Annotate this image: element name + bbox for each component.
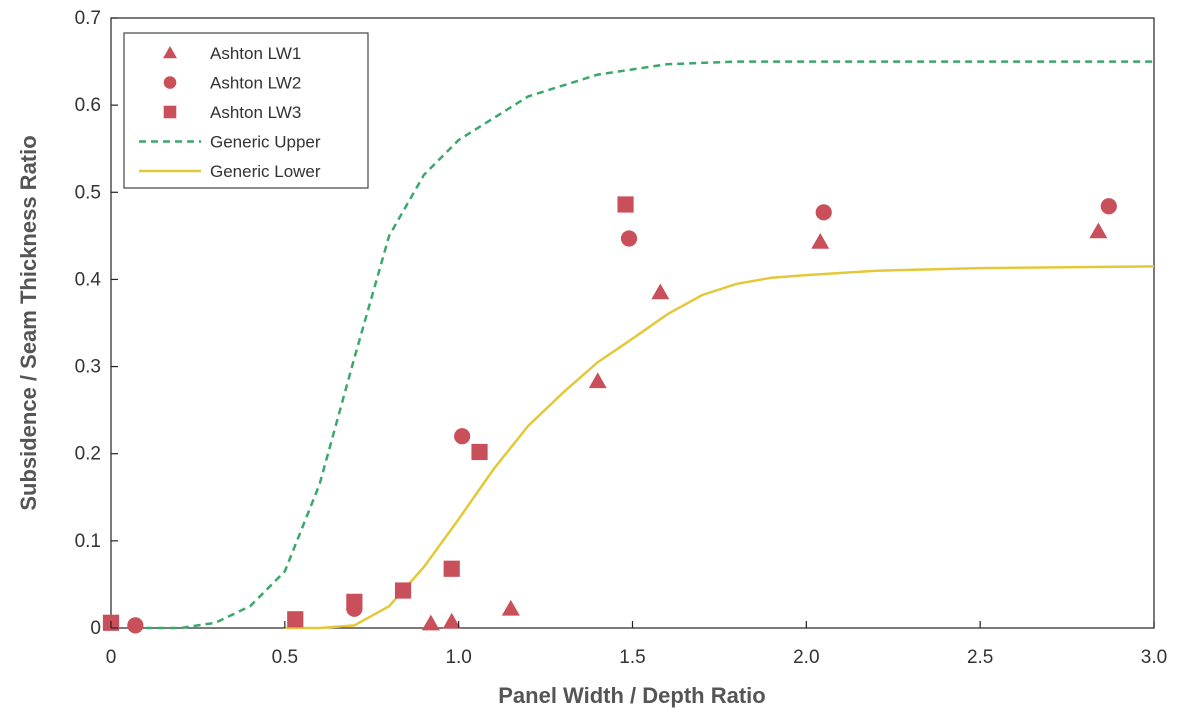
legend-label: Ashton LW2 — [210, 74, 301, 93]
legend-label: Ashton LW3 — [210, 103, 301, 122]
legend-label: Generic Upper — [210, 133, 321, 152]
series-layer — [102, 60, 1155, 634]
y-tick-label: 0.6 — [75, 95, 101, 116]
y-tick-label: 0.1 — [75, 531, 101, 552]
ashton-lw1-point — [651, 283, 670, 300]
y-tick-label: 0 — [90, 618, 101, 639]
x-axis-title: Panel Width / Depth Ratio — [498, 683, 765, 708]
ashton-lw1-point — [501, 599, 520, 616]
x-tick-label: 2.5 — [967, 647, 993, 668]
ashton-lw2-point — [815, 204, 832, 221]
ashton-lw1-point — [811, 232, 830, 249]
ashton-lw3-point — [617, 196, 634, 213]
generic-upper-line — [145, 60, 1154, 630]
y-axis-title: Subsidence / Seam Thickness Ratio — [16, 135, 41, 510]
legend-label: Generic Lower — [210, 162, 321, 181]
legend: Ashton LW1 Ashton LW2 Ashton LW3 Generic Up… — [123, 32, 369, 189]
ashton-lw3-point — [394, 582, 412, 599]
x-axis-ticks: 0 0.5 1.0 1.5 2.0 2.5 3.0 — [106, 621, 1167, 668]
ashton-lw1-point — [421, 614, 440, 631]
generic-lower-line — [284, 265, 1155, 630]
y-axis-ticks: 0 0.1 0.2 0.3 0.4 0.5 0.6 0.7 — [75, 8, 118, 639]
x-tick-label: 3.0 — [1141, 647, 1167, 668]
y-tick-label: 0.7 — [75, 8, 101, 29]
ashton-lw1-point — [588, 372, 607, 389]
legend-ashton-lw3-marker — [163, 105, 177, 119]
ashton-lw2-point — [620, 230, 638, 247]
ashton-lw1-point — [442, 612, 461, 629]
x-tick-label: 1.5 — [619, 647, 645, 668]
ashton-lw1-point — [1089, 222, 1108, 239]
ashton-lw3-point — [443, 560, 460, 577]
x-tick-label: 0.5 — [272, 647, 298, 668]
y-tick-label: 0.5 — [75, 182, 101, 203]
legend-ashton-lw2-marker — [163, 76, 177, 89]
y-tick-label: 0.2 — [75, 444, 101, 465]
ashton-lw3-point — [346, 593, 363, 610]
ashton-lw3-point — [287, 611, 304, 628]
x-tick-label: 1.0 — [445, 647, 471, 668]
ashton-lw2-point — [1100, 198, 1117, 215]
y-tick-label: 0.4 — [75, 269, 102, 290]
ashton-lw3-point — [471, 443, 488, 461]
legend-label: Ashton LW1 — [210, 44, 301, 63]
x-tick-label: 0 — [106, 647, 117, 668]
y-tick-label: 0.3 — [75, 357, 101, 378]
ashton-lw2-point — [127, 617, 144, 634]
x-tick-label: 2.0 — [793, 647, 819, 668]
ashton-lw2-point — [454, 428, 471, 445]
legend-ashton-lw1-marker — [163, 46, 177, 59]
